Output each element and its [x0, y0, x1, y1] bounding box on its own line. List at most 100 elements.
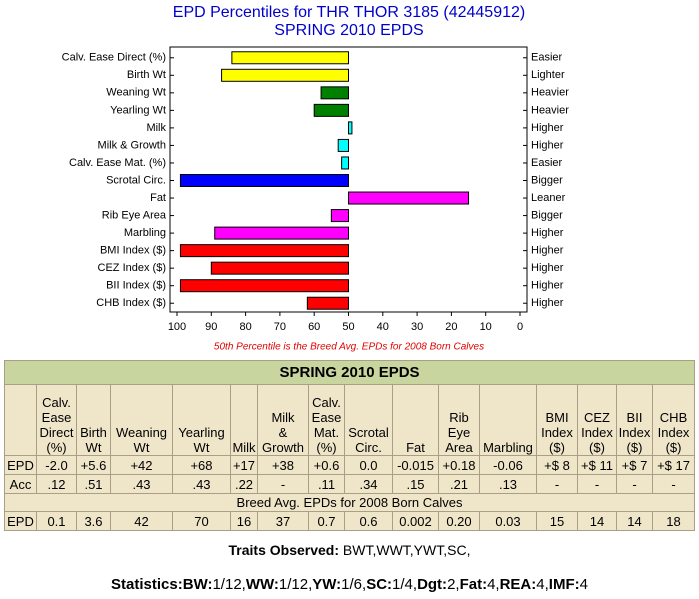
- right-label: Easier: [531, 52, 563, 64]
- right-label: Higher: [531, 280, 564, 292]
- x-tick-label: 80: [239, 321, 251, 333]
- cell: Weaning Wt: [110, 384, 173, 456]
- cell: Birth Wt: [76, 384, 111, 456]
- statistic-key: Dgt:: [417, 576, 448, 593]
- cell: 0.0: [344, 455, 393, 475]
- bar: [214, 226, 349, 240]
- y-tick-label: Marbling: [124, 227, 166, 239]
- bar: [348, 191, 470, 205]
- right-label: Higher: [531, 297, 564, 309]
- cell: CHB Index ($): [651, 384, 696, 456]
- chart: EPD Percentiles for THR THOR 3185 (42445…: [62, 4, 570, 353]
- cell: Yearling Wt: [172, 384, 231, 456]
- cell: +$ 7: [616, 455, 653, 475]
- bar: [179, 244, 349, 258]
- right-label: Higher: [531, 227, 564, 239]
- statistics-label: Statistics:: [111, 576, 183, 593]
- x-tick-label: 30: [411, 321, 423, 333]
- cell: 0.1: [36, 511, 77, 531]
- statistic-value: 1/4,: [392, 576, 418, 593]
- cell: +$ 8: [536, 455, 578, 475]
- bar: [306, 296, 349, 310]
- data-row: EPD -2.0 +5.6 +42 +68 +17 +38 +0.6 0.0 -0.015 +0.1…: [4, 455, 696, 475]
- right-label: Easier: [531, 157, 563, 169]
- statistic-key: YW:: [312, 576, 342, 593]
- right-label: Heavier: [531, 87, 569, 99]
- bar: [330, 209, 350, 223]
- statistic-key: SC:: [366, 576, 393, 593]
- cell: -2.0: [36, 455, 77, 475]
- cell: .11: [308, 474, 345, 494]
- cell: SPRING 2010 EPDS: [3, 360, 696, 385]
- statistics-line: Statistics:BW:1/12,WW:1/12,YW:1/6,SC:1/4…: [0, 576, 699, 593]
- y-tick-label: Milk: [146, 122, 166, 134]
- cell: EPD: [4, 455, 37, 475]
- cell: Marbling: [479, 384, 537, 456]
- cell: Rib Eye Area: [438, 384, 480, 456]
- cell: +0.18: [438, 455, 480, 475]
- chart-subtitle: SPRING 2010 EPDS: [274, 22, 423, 39]
- cell: [4, 384, 37, 456]
- table-title-row: SPRING 2010 EPDS: [3, 360, 696, 385]
- traits-label: Traits Observed:: [228, 542, 340, 558]
- statistic-value: 1/12,: [212, 576, 246, 593]
- right-label: Higher: [531, 262, 564, 274]
- x-tick-label: 50: [342, 321, 354, 333]
- bar: [179, 174, 349, 187]
- breed-row: EPD 0.1 3.6 42 70 16 37 0.7 0.6 0.002 0.20 0.03 15 14…: [4, 511, 696, 531]
- traits: BWT,WWT,YWT,SC,: [342, 542, 471, 558]
- statistic-key: WW:: [245, 576, 279, 593]
- cell: BMI Index ($): [536, 384, 578, 456]
- cell: -: [616, 474, 653, 494]
- right-label: Lighter: [531, 69, 565, 81]
- cell: +68: [172, 455, 231, 475]
- cell: .34: [344, 474, 393, 494]
- cell: +38: [257, 455, 309, 475]
- x-tick-label: 40: [377, 321, 389, 333]
- cell: BII Index ($): [616, 384, 653, 456]
- cell: 70: [172, 511, 231, 531]
- statistic-key: REA:: [499, 576, 537, 593]
- cell: -: [536, 474, 578, 494]
- y-tick-label: Scrotal Circ.: [106, 174, 166, 186]
- cell: -0.06: [479, 455, 537, 475]
- cell: Acc: [4, 474, 37, 494]
- bar: [348, 121, 353, 135]
- right-label: Heavier: [531, 104, 569, 116]
- cell: 14: [577, 511, 617, 531]
- cell: .21: [438, 474, 480, 494]
- cell: 16: [230, 511, 258, 531]
- breed-title-row: Breed Avg. EPDs for 2008 Born Calves: [3, 493, 696, 512]
- header-row: Calv. Ease Direct (%) Birth Wt Weaning Wt Y…: [4, 384, 696, 456]
- statistic-key: Fat:: [459, 576, 488, 593]
- cell: +17: [230, 455, 258, 475]
- y-tick-label: Calv. Ease Mat. (%): [69, 157, 166, 169]
- cell: 14: [616, 511, 653, 531]
- traits-line: Traits Observed: BWT,WWT,YWT,SC,: [0, 542, 699, 558]
- statistic-key: IMF:: [548, 576, 580, 593]
- cell: Breed Avg. EPDs for 2008 Born Calves: [3, 493, 696, 512]
- y-tick-label: CEZ Index ($): [98, 262, 166, 274]
- cell: Calv. Ease Mat. (%): [308, 384, 345, 456]
- cell: 18: [651, 511, 696, 531]
- statistic-value: 4,: [536, 576, 549, 593]
- x-tick-label: 90: [205, 321, 217, 333]
- cell: 15: [536, 511, 578, 531]
- y-tick-label: Birth Wt: [127, 69, 166, 81]
- cell: 42: [110, 511, 173, 531]
- cell: -: [577, 474, 617, 494]
- x-tick-label: 60: [308, 321, 320, 333]
- x-tick-label: 20: [445, 321, 457, 333]
- bar: [341, 156, 350, 170]
- y-tick-label: Weaning Wt: [106, 87, 166, 99]
- cell: +5.6: [76, 455, 111, 475]
- right-label: Higher: [531, 122, 564, 134]
- right-label: Bigger: [531, 174, 563, 186]
- statistic-key: BW:: [182, 576, 213, 593]
- cell: Milk: [230, 384, 258, 456]
- statistic-value: 4: [579, 576, 588, 593]
- statistic-value: 1/12,: [278, 576, 313, 593]
- chart-note: 50th Percentile is the Breed Avg. EPDs f…: [214, 342, 484, 353]
- cell: 3.6: [76, 511, 111, 531]
